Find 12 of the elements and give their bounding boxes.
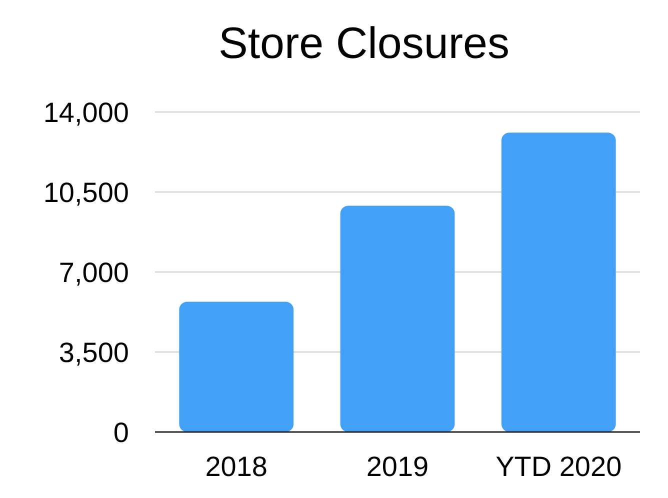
y-tick-label: 3,500 <box>58 336 129 368</box>
chart-title: Store Closures <box>218 19 510 68</box>
y-tick-label: 14,000 <box>43 96 129 128</box>
bar <box>179 302 294 432</box>
x-tick-label: 2018 <box>205 451 268 482</box>
x-tick-label: YTD 2020 <box>496 451 622 482</box>
y-tick-label: 10,500 <box>43 176 129 208</box>
x-tick-label: 2019 <box>366 451 429 482</box>
bar <box>501 132 616 432</box>
y-tick-label: 0 <box>113 416 129 448</box>
bar <box>340 206 455 432</box>
y-tick-label: 7,000 <box>58 256 129 288</box>
